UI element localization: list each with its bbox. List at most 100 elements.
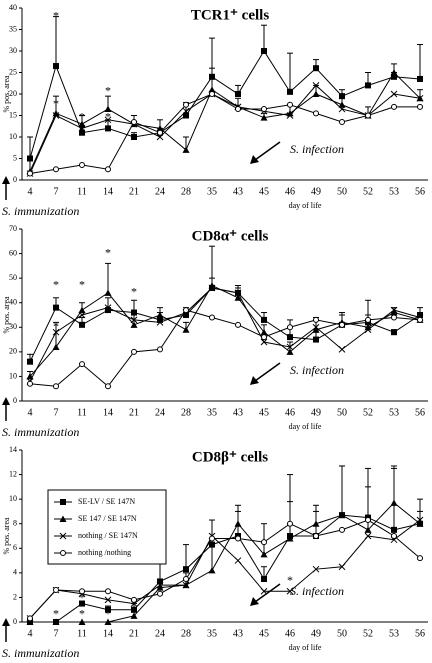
error-bar	[105, 262, 111, 293]
y-tick-label: 20	[9, 89, 17, 98]
marker	[260, 550, 268, 558]
marker	[27, 380, 33, 387]
square-marker	[313, 65, 319, 72]
infection-arrow	[254, 362, 281, 382]
square-marker	[261, 316, 267, 323]
error-bar	[417, 44, 423, 79]
triangle-marker	[52, 618, 60, 625]
marker	[235, 106, 241, 113]
series-line	[29, 519, 421, 619]
triangle-marker	[78, 306, 86, 314]
square-marker	[79, 321, 85, 328]
square-marker	[261, 576, 267, 582]
x-marker	[104, 304, 112, 311]
circle-marker	[287, 101, 293, 108]
x-tick-label: 46	[285, 407, 295, 418]
error-bar	[27, 136, 33, 159]
marker	[416, 520, 424, 527]
marker	[105, 166, 111, 173]
legend-label: nothing /nothing	[78, 548, 131, 557]
error-bar	[261, 24, 267, 51]
x-tick-label: 53	[389, 407, 399, 418]
circle-marker	[105, 588, 111, 595]
square-marker	[183, 566, 189, 573]
marker	[208, 566, 216, 574]
circle-marker	[339, 526, 345, 533]
marker	[79, 161, 85, 168]
y-tick-label: 10	[9, 132, 17, 141]
circle-marker	[209, 535, 215, 542]
y-tick-label: 50	[9, 273, 17, 282]
x-tick-label: 21	[129, 407, 139, 418]
marker	[260, 328, 268, 336]
marker	[364, 526, 372, 533]
marker	[78, 125, 86, 132]
circle-marker	[27, 380, 33, 387]
marker	[390, 499, 398, 506]
y-tick-label: 20	[9, 347, 17, 356]
legend-box	[47, 489, 167, 565]
marker	[53, 304, 59, 311]
marker	[131, 606, 137, 613]
marker	[52, 109, 60, 117]
triangle-marker	[104, 289, 112, 296]
marker	[261, 334, 267, 341]
marker	[60, 550, 66, 556]
asterisk: *	[53, 8, 59, 22]
x-marker	[364, 532, 372, 540]
square-marker	[261, 48, 267, 54]
x-marker	[416, 516, 424, 524]
marker	[156, 311, 164, 318]
error-bar	[209, 67, 215, 90]
x-tick-label: 45	[259, 186, 269, 197]
infection-label: S. infection	[290, 363, 344, 377]
x-tick-label: 53	[389, 628, 399, 639]
circle-marker	[261, 334, 267, 341]
marker	[52, 328, 60, 336]
chart-title: CD8β⁺ cells	[192, 449, 268, 465]
x-tick-label: 7	[54, 628, 59, 639]
x-tick-label: 11	[77, 186, 87, 197]
y-tick-label: 2	[13, 592, 17, 601]
x-tick-label: 50	[337, 186, 347, 197]
marker	[338, 563, 346, 571]
marker	[260, 114, 268, 121]
triangle-marker	[234, 520, 242, 527]
square-marker	[60, 499, 66, 505]
x-tick-label: 49	[311, 186, 321, 197]
asterisk: *	[79, 121, 85, 135]
immunization-label: S. immunization	[2, 646, 79, 660]
error-bar	[287, 52, 293, 92]
marker	[261, 576, 267, 582]
y-tick-label: 35	[9, 24, 17, 33]
marker	[131, 348, 137, 355]
x-marker	[234, 557, 242, 564]
x-tick-label: 43	[233, 628, 243, 639]
marker	[209, 535, 215, 542]
x-marker	[182, 107, 190, 115]
marker	[53, 587, 59, 594]
x-tick-label: 14	[103, 186, 113, 197]
x-marker	[312, 323, 320, 331]
x-marker	[390, 306, 398, 314]
marker	[131, 309, 137, 316]
x-tick-label: 56	[415, 407, 425, 418]
marker	[286, 348, 294, 355]
marker	[53, 166, 59, 173]
marker	[104, 105, 112, 113]
x-marker	[156, 581, 164, 589]
error-bar	[261, 523, 267, 555]
x-marker	[130, 316, 138, 324]
triangle-marker	[208, 86, 216, 93]
x-marker	[156, 133, 164, 141]
arrow-head	[2, 397, 10, 405]
series-line	[29, 309, 421, 387]
y-tick-label: 6	[13, 543, 17, 552]
x-axis-label: day of life	[289, 422, 322, 431]
marker	[27, 615, 33, 622]
asterisk: *	[53, 319, 59, 333]
x-tick-label: 43	[233, 186, 243, 197]
circle-marker	[209, 314, 215, 321]
square-marker	[131, 309, 137, 316]
triangle-marker	[182, 146, 190, 153]
